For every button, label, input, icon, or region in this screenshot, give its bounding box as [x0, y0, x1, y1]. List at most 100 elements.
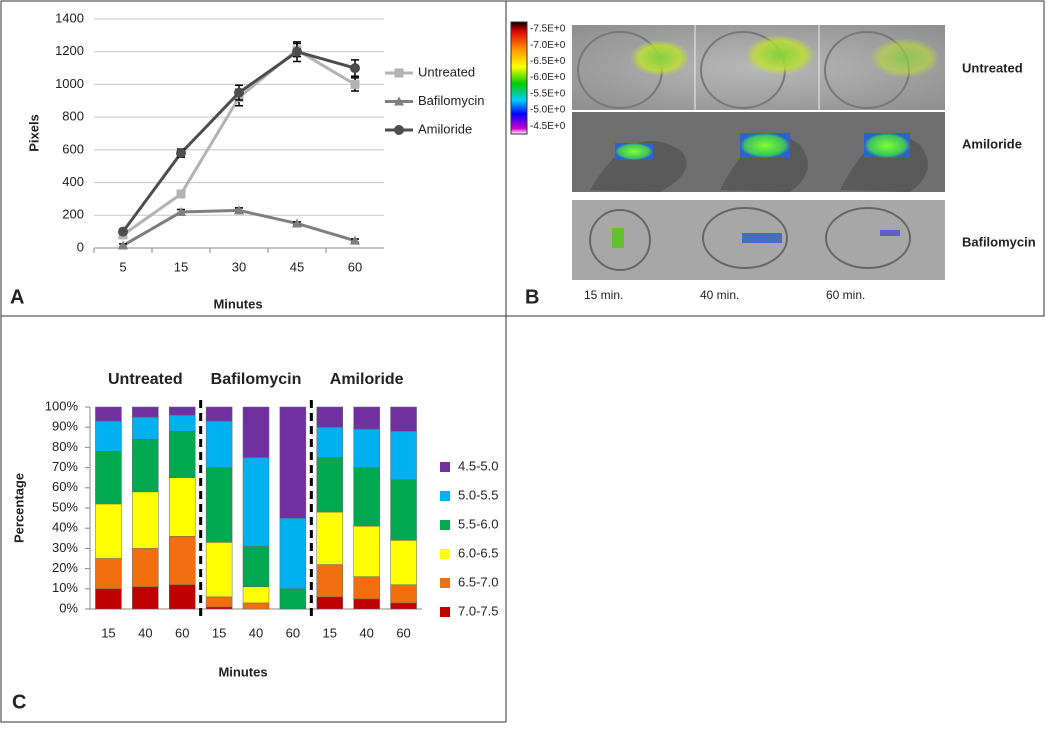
bar-segment — [316, 406, 344, 428]
bar-segment — [132, 586, 159, 610]
bar-segment — [132, 439, 159, 493]
bar-segment — [279, 406, 307, 519]
bar-segment — [95, 558, 122, 590]
y-tick-label: 60% — [52, 479, 78, 494]
data-point — [176, 207, 186, 217]
bar-segment — [316, 564, 344, 598]
panel-label: C — [12, 691, 26, 713]
bar-segment — [132, 416, 159, 440]
colorbar-label: -6.5E+0 — [530, 56, 566, 67]
series-line — [121, 50, 356, 233]
legend-label: 4.5-5.0 — [458, 458, 498, 473]
bar-segment — [132, 406, 159, 418]
bar-segment — [353, 598, 380, 610]
time-label: 40 min. — [700, 288, 739, 302]
x-tick-label: 15 — [101, 625, 115, 640]
legend-marker — [394, 125, 404, 135]
data-point — [350, 63, 360, 74]
legend-label: Bafilomycin — [418, 93, 484, 108]
legend-label: 5.5-6.0 — [458, 516, 498, 531]
x-tick-label: 15 — [323, 625, 337, 640]
x-tick-label: 30 — [232, 259, 246, 274]
bar-segment — [95, 503, 122, 559]
data-point — [292, 218, 302, 228]
x-tick-label: 5 — [119, 259, 126, 274]
bar-segment — [168, 584, 196, 610]
bar-segment — [205, 596, 233, 608]
row-label: Bafilomycin — [962, 234, 1036, 249]
y-tick-label: 40% — [52, 520, 78, 535]
y-tick-label: 70% — [52, 459, 78, 474]
bar-segment — [390, 602, 417, 610]
legend-swatch — [440, 578, 450, 588]
colorbar-label: -4.5E+0 — [530, 121, 566, 132]
y-tick-label: 1000 — [55, 76, 84, 91]
bar-segment — [390, 406, 417, 432]
bar-segment — [353, 576, 380, 600]
data-point — [350, 79, 360, 89]
panel-label: B — [525, 286, 539, 308]
y-tick-label: 80% — [52, 439, 78, 454]
y-axis-label: Pixels — [26, 114, 41, 152]
bar-segment — [242, 546, 270, 588]
data-point — [350, 235, 360, 245]
x-tick-label: 60 — [175, 625, 189, 640]
y-tick-label: 400 — [62, 174, 84, 189]
y-tick-label: 600 — [62, 141, 84, 156]
colorbar-label: -5.0E+0 — [530, 105, 566, 116]
y-tick-label: 90% — [52, 419, 78, 434]
micrographs — [510, 21, 945, 280]
row-label: Amiloride — [962, 136, 1022, 151]
x-tick-label: 40 — [359, 625, 373, 640]
bar-segment — [390, 540, 417, 586]
bar-segment — [95, 451, 122, 505]
bar-segment — [316, 457, 344, 513]
bar-segment — [168, 406, 196, 416]
bar-segment — [168, 430, 196, 478]
bar-segment — [390, 584, 417, 604]
bar-segment — [316, 426, 344, 458]
x-axis-label: Minutes — [218, 664, 267, 679]
row-label: Untreated — [962, 60, 1023, 75]
legend-label: 6.5-7.0 — [458, 574, 498, 589]
colorbar-label: -7.0E+0 — [530, 40, 566, 51]
x-tick-label: 40 — [249, 625, 263, 640]
y-axis-label: Percentage — [11, 473, 26, 543]
bar-segment — [242, 457, 270, 547]
bar-segment — [95, 406, 122, 422]
data-point — [234, 205, 244, 215]
x-tick-label: 60 — [286, 625, 300, 640]
bar-segment — [205, 406, 233, 422]
y-tick-label: 20% — [52, 560, 78, 575]
bar-segment — [353, 428, 380, 468]
legend-swatch — [440, 462, 450, 472]
data-point — [176, 148, 186, 159]
group-label: Amiloride — [330, 371, 404, 388]
bar-segment — [168, 477, 196, 537]
data-point — [118, 240, 128, 250]
legend-swatch — [440, 491, 450, 501]
bar-segment — [316, 511, 344, 565]
legend-swatch — [440, 607, 450, 617]
colorbar-label: -5.5E+0 — [530, 88, 566, 99]
colorbar-label: -7.5E+0 — [530, 24, 566, 35]
x-tick-label: 60 — [348, 259, 362, 274]
x-tick-label: 60 — [396, 625, 410, 640]
bar-segment — [353, 467, 380, 527]
bar-segment — [205, 467, 233, 543]
panel-label: A — [10, 286, 24, 308]
bar-segment — [390, 479, 417, 541]
data-point — [176, 189, 186, 199]
bar-segment — [132, 491, 159, 549]
legend-label: Untreated — [418, 64, 475, 79]
bar-segment — [390, 430, 417, 480]
y-tick-label: 1200 — [55, 43, 84, 58]
x-tick-label: 15 — [212, 625, 226, 640]
data-point — [292, 46, 302, 57]
x-tick-label: 40 — [138, 625, 152, 640]
y-tick-label: 0% — [59, 600, 78, 615]
x-tick-label: 45 — [290, 259, 304, 274]
y-tick-label: 0 — [77, 239, 84, 254]
legend-swatch — [440, 549, 450, 559]
